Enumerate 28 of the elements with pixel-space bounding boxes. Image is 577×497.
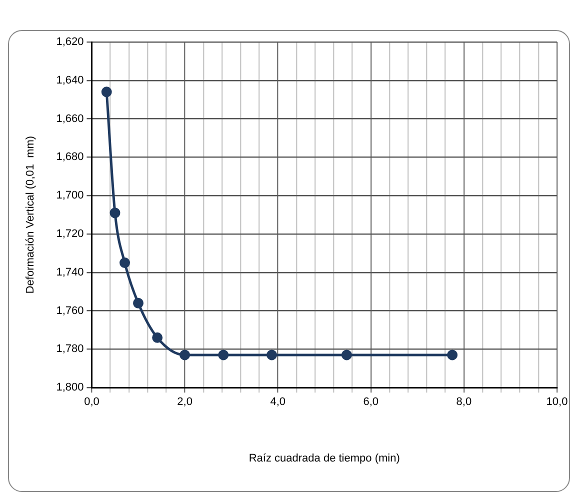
- y-tick-label: 1,640: [56, 74, 84, 86]
- point: [133, 298, 144, 308]
- point: [120, 258, 130, 268]
- point: [101, 86, 112, 98]
- y-tick-label: 1,780: [56, 343, 84, 356]
- y-tick-label: 1,660: [56, 112, 84, 125]
- x-tick-label: 6,0: [363, 396, 379, 408]
- y-tick-label: 1,800: [56, 382, 84, 394]
- x-tick-label: 10,0: [546, 396, 568, 408]
- x-tick-label: 0,0: [84, 396, 100, 408]
- y-tick-label: 1,680: [56, 151, 84, 164]
- point: [218, 350, 229, 360]
- point: [447, 350, 458, 360]
- y-tick-label: 1,720: [56, 228, 84, 240]
- point: [341, 350, 352, 360]
- point: [152, 332, 163, 343]
- x-tick-label: 8,0: [456, 396, 472, 408]
- y-tick-label: 1,700: [56, 190, 84, 202]
- y-tick-label: 1,740: [56, 266, 84, 278]
- y-tick-label: 1,760: [56, 304, 84, 317]
- x-tick-label: 4,0: [270, 396, 286, 408]
- point: [110, 208, 120, 218]
- y-tick-label: 1,620: [56, 36, 84, 48]
- point: [266, 350, 278, 360]
- y-axis-title: Deformación Vertical (0,01 mm): [24, 136, 37, 294]
- x-tick-label: 2,0: [177, 396, 192, 408]
- x-axis-title: Raíz cuadrada de tiempo (min): [248, 452, 400, 464]
- point: [180, 350, 190, 360]
